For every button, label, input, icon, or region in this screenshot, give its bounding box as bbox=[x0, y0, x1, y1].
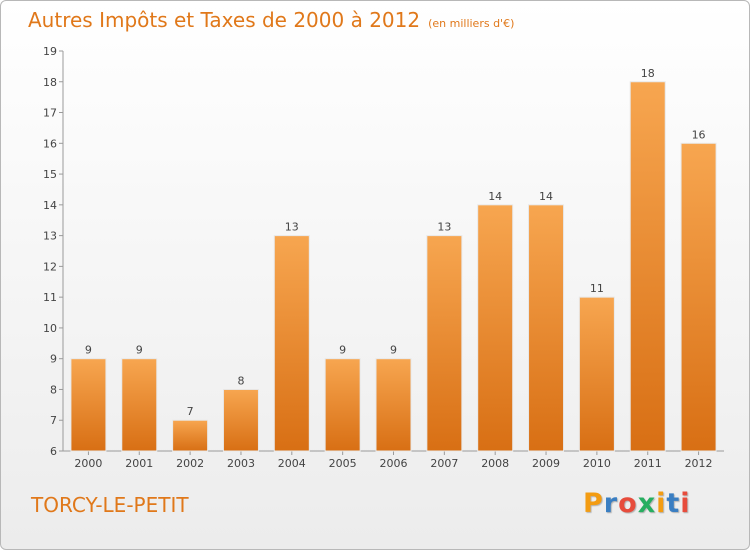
bar bbox=[680, 142, 717, 452]
y-tick-label: 6 bbox=[50, 445, 57, 458]
x-tick-label: 2003 bbox=[227, 457, 255, 470]
x-tick-label: 2006 bbox=[380, 457, 408, 470]
x-tick-label: 2005 bbox=[329, 457, 357, 470]
bar-value-label: 13 bbox=[285, 221, 299, 234]
bar bbox=[121, 358, 158, 452]
y-axis: 6 7 8 9 10 11 12 13 14 15 16 17 18 19 bbox=[43, 45, 64, 458]
logo-letter: t bbox=[666, 488, 681, 519]
bar-value-label: 9 bbox=[390, 344, 397, 357]
logo-letter: r bbox=[603, 488, 619, 519]
bar-value-label: 9 bbox=[339, 344, 346, 357]
chart-title: Autres Impôts et Taxes de 2000 à 2012 bbox=[28, 8, 421, 32]
x-tick-label: 2012 bbox=[685, 457, 713, 470]
y-tick-label: 10 bbox=[43, 322, 57, 335]
logo-letter: P bbox=[583, 488, 604, 519]
x-tick-label: 2004 bbox=[278, 457, 306, 470]
y-tick-label: 19 bbox=[43, 45, 57, 58]
bar bbox=[222, 388, 259, 452]
bar-value-label: 8 bbox=[237, 374, 244, 387]
bar-value-label: 18 bbox=[641, 67, 655, 80]
chart-title-block: Autres Impôts et Taxes de 2000 à 2012 (en… bbox=[28, 8, 514, 32]
y-tick-label: 8 bbox=[50, 383, 57, 396]
x-tick-label: 2011 bbox=[634, 457, 662, 470]
bar bbox=[375, 358, 412, 452]
bar-value-label: 13 bbox=[437, 221, 451, 234]
bar-value-label: 11 bbox=[590, 282, 604, 295]
bar bbox=[578, 296, 615, 452]
y-tick-label: 18 bbox=[43, 76, 57, 89]
bar-value-label: 9 bbox=[85, 344, 92, 357]
logo-letter: o bbox=[618, 488, 638, 519]
y-tick-label: 15 bbox=[43, 168, 57, 181]
x-tick-label: 2000 bbox=[74, 457, 102, 470]
commune-name: TORCY-LE-PETIT bbox=[31, 493, 189, 517]
bar-value-label: 14 bbox=[488, 190, 502, 203]
bars: 9 9 7 8 13 9 9 13 14 14 11 18 16 bbox=[70, 67, 717, 452]
y-tick-label: 9 bbox=[50, 353, 57, 366]
y-tick-label: 17 bbox=[43, 107, 57, 120]
x-tick-label: 2002 bbox=[176, 457, 204, 470]
y-tick-label: 12 bbox=[43, 260, 57, 273]
logo-letter: i bbox=[680, 488, 691, 519]
bar bbox=[477, 204, 514, 452]
proxiti-logo: Proxiti bbox=[583, 488, 691, 519]
x-tick-label: 2010 bbox=[583, 457, 611, 470]
y-tick-label: 14 bbox=[43, 199, 57, 212]
y-tick-label: 13 bbox=[43, 230, 57, 243]
y-tick-label: 16 bbox=[43, 137, 57, 150]
chart-subtitle: (en milliers d'€) bbox=[428, 17, 515, 30]
x-tick-label: 2001 bbox=[125, 457, 153, 470]
y-tick-label: 11 bbox=[43, 291, 57, 304]
x-axis: 2000 2001 2002 2003 2004 2005 2006 2007 2008 2009… bbox=[63, 450, 724, 470]
x-tick-label: 2009 bbox=[532, 457, 560, 470]
bar-value-label: 9 bbox=[136, 344, 143, 357]
x-tick-label: 2008 bbox=[481, 457, 509, 470]
bar-value-label: 14 bbox=[539, 190, 553, 203]
bar bbox=[528, 204, 565, 452]
bar bbox=[629, 81, 666, 452]
logo-letter: x bbox=[637, 488, 657, 519]
bar bbox=[273, 235, 310, 452]
bar bbox=[172, 419, 209, 452]
bar bbox=[70, 358, 107, 452]
x-tick-label: 2007 bbox=[430, 457, 458, 470]
bar-value-label: 16 bbox=[692, 128, 706, 141]
bar-value-label: 7 bbox=[187, 405, 194, 418]
bar bbox=[426, 235, 463, 452]
logo-letter: i bbox=[656, 488, 667, 519]
y-tick-label: 7 bbox=[50, 414, 57, 427]
bar bbox=[324, 358, 361, 452]
